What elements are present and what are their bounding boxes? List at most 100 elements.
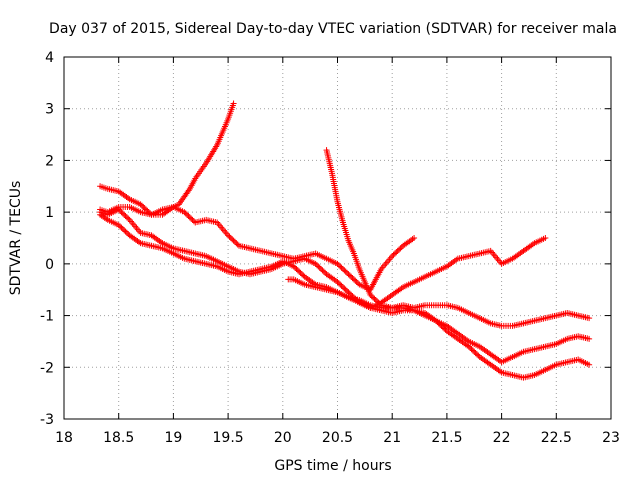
data-point: [140, 203, 147, 210]
data-point: [394, 247, 401, 254]
data-point: [143, 206, 150, 213]
y-tick-label: 4: [45, 50, 54, 66]
data-point: [337, 281, 344, 288]
data-point: [342, 268, 349, 275]
data-point: [370, 294, 377, 301]
data-point: [117, 207, 124, 214]
y-axis-label: SDTVAR / TECUs: [8, 181, 24, 296]
data-point: [468, 346, 475, 353]
data-point: [296, 268, 303, 275]
x-tick-label: 21: [383, 430, 401, 446]
data-point: [182, 210, 189, 217]
data-point: [230, 237, 237, 244]
data-point: [376, 300, 383, 307]
axis-ticks: [63, 56, 612, 420]
data-point: [391, 250, 398, 257]
data-point: [188, 215, 195, 222]
x-tick-label: 22.5: [541, 430, 572, 446]
data-point: [117, 223, 124, 230]
data-point: [353, 278, 360, 285]
y-tick-label: 2: [45, 153, 54, 169]
data-point: [118, 209, 125, 216]
data-point: [137, 201, 144, 208]
data-point: [473, 351, 480, 358]
data-point: [586, 335, 593, 342]
series-track-1: [97, 100, 237, 218]
data-point: [145, 209, 152, 216]
data-point: [372, 297, 379, 304]
y-tick-label: -1: [40, 309, 54, 325]
data-point: [352, 277, 359, 284]
y-tick-label: 0: [45, 257, 54, 273]
data-point: [227, 235, 234, 241]
data-point: [316, 264, 323, 271]
data-point: [115, 222, 122, 229]
data-point: [184, 211, 191, 218]
data-point: [389, 253, 396, 260]
data-point: [185, 213, 192, 220]
data-point: [471, 348, 478, 355]
tick-labels: 18 18.5 19 19.5 20 20.5 21 21.5 22 22.5 23-3-2-101…: [40, 50, 620, 446]
data-point: [234, 241, 241, 248]
data-point: [119, 210, 126, 217]
data-point: [338, 264, 345, 271]
x-tick-label: 18: [55, 430, 73, 446]
data-point: [441, 325, 448, 332]
data-point: [230, 100, 237, 107]
data-point: [393, 249, 400, 256]
data-point: [345, 271, 352, 278]
data-point: [123, 229, 130, 236]
data-point: [335, 280, 342, 287]
data-point: [138, 202, 145, 209]
data-point: [472, 350, 479, 357]
data-point: [290, 263, 297, 270]
data-point: [144, 207, 151, 214]
data-point: [345, 289, 352, 296]
x-tick-label: 20: [274, 430, 292, 446]
data-point: [315, 263, 322, 270]
data-point: [375, 299, 382, 306]
data-point: [231, 238, 238, 245]
data-point: [141, 205, 148, 212]
data-point: [341, 285, 348, 292]
y-tick-label: -2: [40, 360, 54, 376]
data-point: [186, 214, 193, 221]
x-tick-label: 18.5: [103, 430, 134, 446]
data-point: [334, 260, 341, 267]
data-point: [355, 280, 362, 287]
data-point: [371, 295, 378, 302]
series-track-5: [323, 147, 593, 381]
data-point: [469, 347, 476, 354]
data-point: [337, 263, 344, 270]
data-point: [292, 264, 299, 271]
data-point: [233, 240, 240, 247]
data-point: [125, 215, 132, 222]
data-point: [339, 284, 346, 291]
y-tick-label: -3: [40, 412, 54, 428]
data-point: [465, 343, 472, 350]
grid-lines: [64, 57, 611, 419]
data-point: [586, 361, 593, 368]
data-point: [318, 266, 325, 273]
data-point: [338, 282, 345, 289]
data-point: [334, 278, 341, 285]
data-point: [294, 267, 301, 274]
data-points: [97, 100, 593, 381]
data-point: [348, 273, 355, 280]
data-point: [335, 262, 342, 269]
data-point: [350, 276, 357, 283]
data-point: [341, 267, 348, 274]
x-axis-label: GPS time / hours: [274, 458, 391, 474]
x-tick-label: 21.5: [431, 430, 462, 446]
data-point: [411, 235, 418, 241]
data-point: [390, 251, 397, 258]
data-point: [226, 233, 233, 240]
data-point: [342, 286, 349, 293]
data-point: [121, 211, 128, 218]
data-point: [121, 227, 128, 234]
x-tick-label: 19: [164, 430, 182, 446]
data-point: [320, 268, 327, 275]
data-point: [225, 232, 232, 239]
data-point: [374, 298, 381, 305]
